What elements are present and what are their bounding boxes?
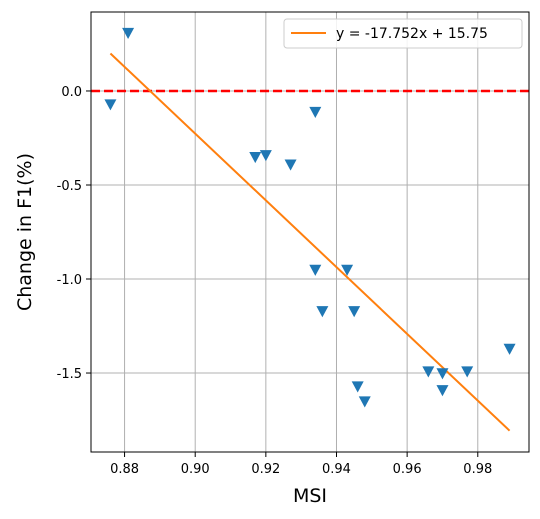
data-point — [309, 264, 322, 276]
data-point — [284, 159, 297, 171]
x-tick-label: 0.98 — [463, 462, 492, 477]
legend-label: y = -17.752x + 15.75 — [336, 26, 488, 42]
x-axis-ticks: 0.88 0.90 0.92 0.94 0.96 0.98 — [110, 452, 492, 477]
data-point — [351, 381, 364, 393]
data-point — [436, 385, 449, 397]
data-point — [461, 366, 474, 378]
data-point — [436, 368, 449, 380]
y-tick-label: -1.5 — [57, 367, 82, 382]
legend: y = -17.752x + 15.75 — [283, 18, 523, 49]
data-point — [503, 343, 516, 355]
data-point — [249, 151, 262, 164]
plot-area-frame — [90, 11, 530, 453]
regression-line — [109, 52, 511, 432]
scatter-points — [104, 27, 516, 408]
data-point — [259, 150, 272, 162]
y-axis-label: Change in F1(%) — [14, 153, 36, 311]
y-tick-label: -1.0 — [57, 273, 82, 288]
y-axis-ticks: 0.0 -0.5 -1.0 -1.5 — [57, 85, 91, 382]
x-tick-label: 0.96 — [393, 462, 422, 477]
data-point — [122, 27, 135, 39]
data-point — [341, 264, 354, 276]
data-point — [348, 306, 361, 318]
data-point — [104, 99, 117, 111]
data-point — [316, 306, 329, 318]
y-tick-label: 0.0 — [61, 85, 82, 100]
data-point — [422, 366, 435, 378]
x-tick-label: 0.90 — [181, 462, 210, 477]
x-tick-label: 0.88 — [110, 462, 139, 477]
y-tick-label: -0.5 — [57, 179, 82, 194]
x-axis-label: MSI — [293, 485, 327, 507]
data-point — [309, 106, 322, 118]
data-point — [358, 396, 371, 408]
x-tick-label: 0.92 — [251, 462, 280, 477]
x-tick-label: 0.94 — [322, 462, 351, 477]
legend-box — [283, 18, 523, 49]
